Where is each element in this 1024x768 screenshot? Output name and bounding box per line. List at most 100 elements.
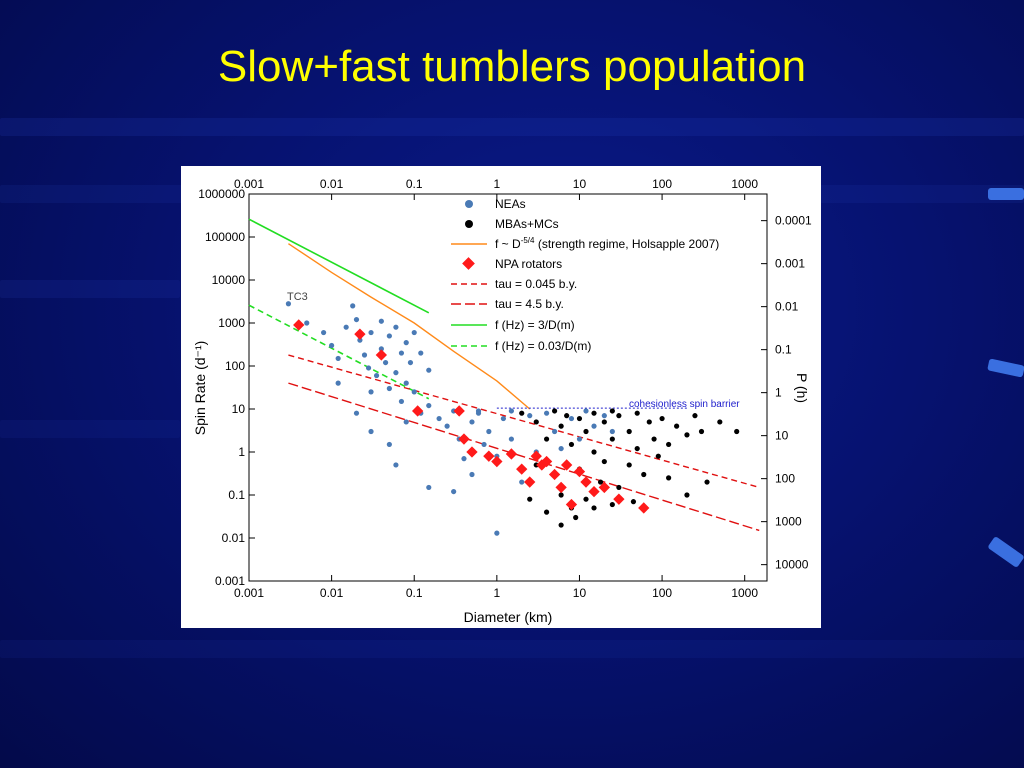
nea-point (426, 402, 432, 409)
legend-green-dash: f (Hz) = 0.03/D(m) (495, 339, 591, 353)
x-top-tick-label: 0.01 (320, 177, 344, 191)
nea-point (527, 413, 533, 419)
mba-point (527, 496, 533, 502)
x-top-tick-label: 10 (573, 177, 587, 191)
decorative-edge-mark (987, 535, 1024, 569)
nea-point (576, 436, 583, 442)
nea-point (583, 408, 589, 414)
mba-point (651, 436, 657, 442)
legend-strength-note: (strength regime, Holsapple 2007) (534, 237, 719, 251)
y2-tick-label: 0.1 (775, 343, 792, 357)
legend-npa-marker (462, 257, 475, 270)
line-strength (288, 243, 531, 410)
x-tick-label: 0.001 (234, 586, 264, 600)
y2-axis-title: P (h) (794, 373, 810, 403)
mba-point (601, 458, 607, 465)
x-tick-label: 10 (573, 586, 587, 600)
npa-point (573, 465, 586, 478)
y-tick-label: 0.1 (228, 488, 245, 502)
mba-point (564, 413, 570, 419)
nea-point (426, 484, 432, 491)
mba-point (704, 479, 710, 485)
mba-point (630, 499, 637, 505)
mba-point (734, 428, 740, 435)
nea-point (403, 380, 409, 386)
npa-point (505, 448, 518, 460)
npa-point (458, 433, 470, 445)
y2-tick-label: 10 (775, 429, 789, 443)
decorative-edge-mark (988, 188, 1024, 200)
y2-tick-label: 0.001 (775, 257, 805, 271)
nea-point (461, 456, 467, 462)
y2-tick-label: 100 (775, 472, 795, 486)
x-axis-title: Diameter (km) (464, 609, 553, 625)
nea-point (469, 419, 475, 425)
line-tau1 (288, 354, 760, 489)
nea-point (329, 342, 335, 349)
npa-point (524, 476, 536, 488)
y-tick-label: 1000000 (198, 187, 245, 201)
x-tick-label: 100 (652, 586, 672, 600)
mba-point (684, 492, 690, 498)
npa-point (466, 446, 478, 458)
nea-point (393, 324, 399, 330)
legend-neas-marker (465, 200, 473, 208)
legend-strength-label: f ~ D (495, 237, 521, 251)
lines-layer (248, 218, 760, 532)
nea-point (378, 346, 384, 352)
nea-point (558, 445, 564, 452)
mba-point (573, 514, 579, 521)
npa-point (588, 485, 600, 498)
npa-point (293, 319, 305, 331)
nea-point (508, 408, 514, 414)
mba-point (634, 445, 640, 452)
chart-panel: 0.001 0.001 0.01 0.01 0.1 0.1 1 1 10 10 100 100 1000… (181, 166, 821, 628)
mba-point (591, 505, 597, 511)
nea-point (321, 329, 327, 336)
nea-point (386, 333, 392, 339)
nea-point (353, 316, 360, 323)
nea-point (393, 370, 399, 376)
nea-point (436, 415, 442, 422)
mba-point (543, 436, 550, 442)
npa-point (580, 476, 592, 488)
y2-tick-label: 1 (775, 386, 782, 400)
legend-tau1: tau = 0.045 b.y. (495, 277, 577, 291)
mba-point (558, 492, 564, 498)
nea-point (285, 301, 292, 307)
npa-point (548, 468, 561, 481)
npa-point (565, 498, 578, 511)
mba-point (609, 408, 615, 414)
nea-point (481, 441, 487, 448)
mba-point (626, 462, 632, 468)
nea-point (426, 367, 432, 373)
x-top-tick-label: 100 (652, 177, 672, 191)
x-tick-label: 0.01 (320, 586, 344, 600)
y-tick-label: 0.001 (215, 574, 245, 588)
nea-point (508, 436, 514, 442)
nea-point (357, 337, 363, 343)
npa-point (540, 455, 553, 468)
nea-point (591, 423, 597, 429)
legend-strength-exponent: -5/4 (521, 236, 535, 245)
nea-point (335, 380, 341, 386)
nea-point (543, 410, 550, 416)
nea-point (353, 410, 360, 416)
nea-point (393, 462, 399, 468)
nea-point (398, 398, 405, 405)
y-tick-label: 1 (238, 445, 245, 459)
legend-green-solid: f (Hz) = 3/D(m) (495, 318, 575, 332)
npa-point (561, 459, 573, 471)
x-tick-label: 0.1 (406, 586, 423, 600)
mba-point (666, 475, 672, 481)
mba-point (576, 415, 583, 422)
x-top-tick-label: 0.1 (406, 177, 423, 191)
nea-point (304, 320, 310, 326)
ticks-layer: 0.0010.0010.010.010.10.11110101001001000… (198, 177, 812, 600)
legend-npa: NPA rotators (495, 257, 562, 271)
nea-point (568, 415, 575, 422)
nea-point (486, 428, 492, 435)
x-top-tick-label: 1000 (731, 177, 758, 191)
mba-point (601, 419, 607, 425)
nea-point (403, 340, 409, 346)
